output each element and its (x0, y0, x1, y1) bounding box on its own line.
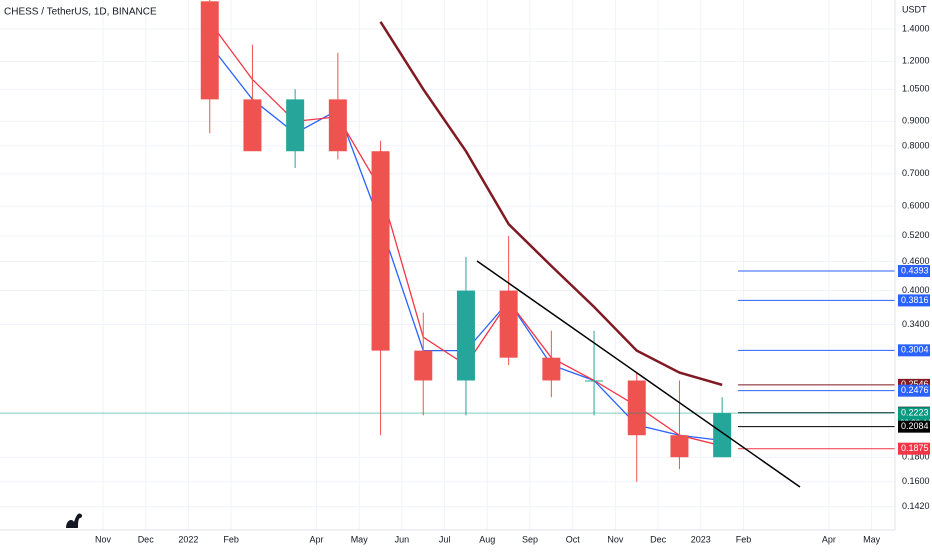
logo (66, 513, 83, 528)
price-label: 0.2084 (901, 421, 929, 431)
x-tick-label: Jul (439, 534, 451, 544)
x-tick-label: Nov (607, 534, 624, 544)
plot (0, 0, 895, 482)
x-tick-label: Sep (522, 534, 538, 544)
x-tick-label: 2022 (178, 534, 198, 544)
x-tick-label: Feb (736, 534, 752, 544)
price-label: 0.4393 (901, 265, 929, 275)
candle-body (371, 151, 390, 351)
x-tick-label: Apr (822, 534, 836, 544)
price-label: 0.2546 (901, 379, 929, 389)
y-tick-label: 1.0500 (902, 84, 930, 94)
x-tick-label: Aug (479, 534, 495, 544)
price-label-box (898, 265, 930, 278)
candle-body (414, 350, 433, 381)
x-tick-label: Feb (223, 534, 239, 544)
moving-average-line (379, 21, 723, 387)
candle-body (456, 290, 475, 381)
y-tick-label: 0.3400 (902, 319, 930, 329)
y-tick-label: 0.8000 (902, 140, 930, 150)
price-label-box (898, 294, 930, 307)
candle-body (499, 290, 518, 358)
x-tick-label: Jun (395, 534, 410, 544)
x-tick-label: May (351, 534, 369, 544)
x-tick-label: Dec (650, 534, 667, 544)
y-unit: USDT (902, 4, 927, 14)
candle-body (670, 435, 689, 458)
y-tick-label: 0.9000 (902, 116, 930, 126)
trend-line (476, 260, 801, 488)
price-label-box (898, 384, 930, 397)
y-tick-label: 0.1600 (902, 476, 930, 486)
y-tick-label: 0.1420 (902, 501, 930, 511)
price-label: 0.1875 (901, 443, 929, 453)
price-label: 0.2476 (901, 385, 929, 395)
x-tick-label: Dec (138, 534, 155, 544)
x-tick-label: 2023 (691, 534, 711, 544)
y-tick-label: 0.1800 (902, 452, 930, 462)
y-tick-label: 0.4600 (902, 256, 930, 266)
price-label-box (898, 442, 930, 455)
y-tick-label: 0.5200 (902, 230, 930, 240)
axes: 1.4000 1.2000 1.0500 0.9000 0.8000 0.7000 0.60… (95, 24, 932, 545)
y-tick-label: 1.2000 (902, 56, 930, 66)
candle-body (243, 99, 262, 152)
y-tick-label: 0.4000 (902, 285, 930, 295)
grid (0, 0, 895, 530)
candle-body (627, 380, 646, 436)
x-tick-label: Apr (309, 534, 323, 544)
price-label: 0.3816 (901, 295, 929, 305)
candle-body (585, 380, 604, 382)
price-label-box (898, 420, 930, 433)
y-tick-label: 0.6000 (902, 200, 930, 210)
candle-body (200, 1, 219, 100)
price-label: 0.3004 (901, 345, 929, 355)
candle-body (328, 99, 347, 152)
x-tick-label: May (863, 534, 881, 544)
price-label: 0.2223 (901, 408, 929, 418)
price-label-box (898, 344, 930, 357)
x-tick-label: Oct (566, 534, 581, 544)
y-tick-label: 1.4000 (902, 24, 930, 34)
candle-body (286, 99, 305, 152)
candle-body (542, 357, 561, 381)
candle-body (713, 413, 732, 458)
x-tick-label: Nov (95, 534, 112, 544)
chart-title: CHESS / TetherUS, 1D, BINANCE (4, 7, 157, 18)
y-tick-label: 0.7000 (902, 168, 930, 178)
